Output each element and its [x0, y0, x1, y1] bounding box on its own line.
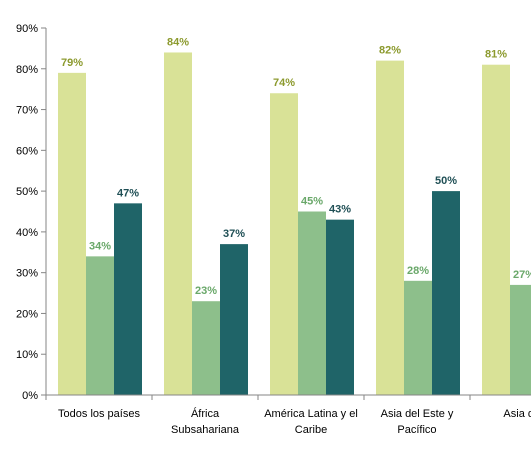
- bar: [192, 301, 220, 395]
- bar: [432, 191, 460, 395]
- bar: [114, 203, 142, 395]
- data-label: 82%: [379, 45, 401, 57]
- bar: [404, 280, 432, 395]
- data-label: 34%: [89, 240, 111, 252]
- x-category-label: Asia del: [503, 408, 531, 420]
- data-label: 79%: [61, 57, 83, 69]
- data-label: 84%: [167, 36, 189, 48]
- y-tick-label: 0%: [22, 390, 38, 402]
- bar: [482, 64, 510, 395]
- y-tick-label: 20%: [16, 308, 38, 320]
- bar: [326, 219, 354, 395]
- y-tick-label: 70%: [16, 105, 38, 117]
- y-tick-label: 40%: [16, 227, 38, 239]
- y-tick-label: 80%: [16, 64, 38, 76]
- y-tick-label: 50%: [16, 186, 38, 198]
- data-label: 81%: [485, 49, 507, 61]
- bar: [86, 256, 114, 395]
- bar: [220, 244, 248, 395]
- data-label: 74%: [273, 77, 295, 89]
- data-label: 47%: [117, 187, 139, 199]
- data-labels: 79% 84% 74% 82% 81% 34% 23% 45% 28% 27% 47% 37% 43% 5…: [61, 36, 531, 297]
- data-label: 37%: [223, 228, 245, 240]
- x-axis: Todos los países África Subsahariana Améric…: [45, 394, 531, 436]
- x-category-label: América Latina y el: [264, 408, 358, 420]
- bar: [298, 211, 326, 395]
- data-label: 43%: [329, 204, 351, 216]
- bars: [58, 52, 531, 395]
- y-tick-label: 90%: [16, 23, 38, 35]
- bar: [58, 72, 86, 395]
- y-tick-label: 10%: [16, 349, 38, 361]
- data-label: 50%: [435, 175, 457, 187]
- data-label: 45%: [301, 196, 323, 208]
- bar: [270, 93, 298, 395]
- y-tick-label: 30%: [16, 268, 38, 280]
- x-category-label: Pacífico: [397, 424, 436, 436]
- x-category-label: Todos los países: [58, 408, 140, 420]
- x-category-label: África: [191, 407, 220, 420]
- bar: [164, 52, 192, 395]
- y-tick-label: 60%: [16, 145, 38, 157]
- data-label: 27%: [513, 269, 531, 281]
- bar: [510, 284, 531, 395]
- x-category-label: Asia del Este y: [381, 408, 454, 420]
- bar: [376, 60, 404, 395]
- y-axis: 0% 10% 20% 30% 40% 50% 60% 70% 80% 90%: [16, 23, 47, 402]
- x-category-label: Subsahariana: [171, 424, 240, 436]
- data-label: 28%: [407, 265, 429, 277]
- x-category-label: Caribe: [295, 424, 327, 436]
- data-label: 23%: [195, 285, 217, 297]
